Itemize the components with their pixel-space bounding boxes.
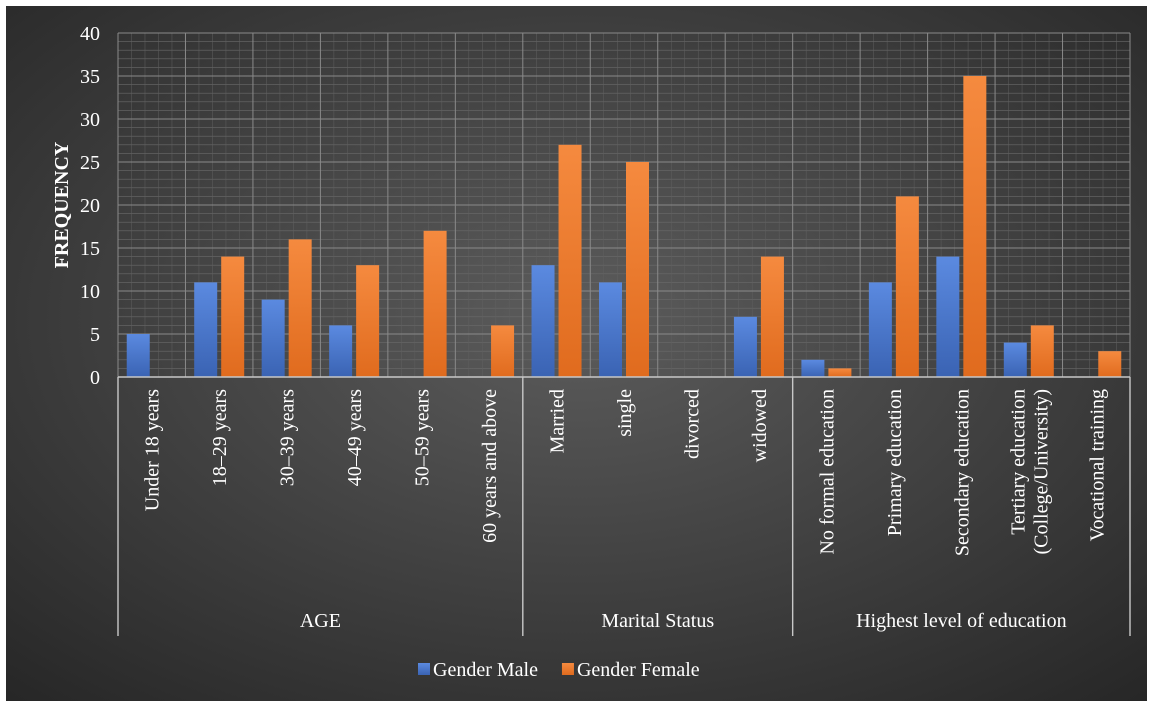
x-tick-label: Tertiary education [1007, 389, 1029, 535]
y-tick-label: 0 [90, 367, 100, 389]
bar-gender-male-3 [329, 325, 353, 377]
x-tick-label: Vocational training [1086, 389, 1108, 541]
x-tick-label: 50–59 years [412, 389, 434, 486]
x-tick-label: 40–49 years [344, 389, 366, 486]
bar-gender-male-11 [868, 282, 892, 377]
bar-gender-male-6 [531, 265, 555, 377]
x-tick-label: Primary education [884, 389, 906, 536]
y-tick-label: 15 [80, 238, 100, 260]
x-tick-label: 60 years and above [479, 389, 501, 543]
axes: 0 5 10 15 20 25 30 35 40 Under 18 years 18–29 year… [80, 23, 1131, 636]
bar-gender-female-12 [963, 76, 987, 377]
bar-gender-female-9 [760, 256, 784, 377]
legend-label-gender-female: Gender Female [577, 659, 700, 681]
legend-label-gender-male: Gender Male [433, 659, 538, 681]
legend: Gender Male Gender Female [418, 659, 700, 681]
bars [126, 76, 1122, 377]
x-tick-label: divorced [681, 389, 703, 459]
y-tick-label: 10 [80, 281, 100, 303]
bar-gender-female-1 [221, 256, 245, 377]
legend-swatch-gender-female [561, 663, 574, 675]
bar-gender-female-6 [558, 144, 582, 377]
y-tick-label: 40 [80, 23, 100, 45]
bar-gender-female-5 [491, 325, 515, 377]
y-tick-label: 30 [80, 109, 100, 131]
bar-gender-male-13 [1003, 342, 1027, 377]
x-tick-label: Under 18 years [142, 389, 164, 511]
bar-gender-female-7 [626, 162, 649, 377]
bar-gender-male-2 [261, 299, 285, 377]
bar-gender-female-13 [1030, 325, 1054, 377]
bar-gender-male-9 [733, 316, 757, 377]
y-tick-label: 20 [80, 195, 100, 217]
y-tick-label: 35 [80, 66, 100, 88]
group-label: Highest level of education [856, 610, 1067, 632]
legend-swatch-gender-male [418, 663, 430, 675]
bar-gender-male-7 [599, 282, 622, 377]
bar-gender-female-4 [423, 230, 447, 377]
x-tick-label: No formal education [816, 389, 838, 555]
group-label: Marital Status [601, 610, 714, 632]
x-tick-label: Married [547, 389, 569, 453]
x-tick-label: 18–29 years [209, 389, 231, 486]
x-tick-label: widowed [749, 389, 771, 462]
gridlines [117, 32, 1131, 377]
bar-gender-male-12 [936, 256, 960, 377]
bar-gender-female-10 [828, 368, 852, 377]
y-tick-label: 5 [90, 324, 100, 346]
x-tick-label: Secondary education [951, 389, 973, 556]
y-axis-title: FREQUENCY [51, 141, 73, 268]
bar-gender-male-10 [801, 359, 825, 377]
x-tick-label: 30–39 years [277, 389, 299, 486]
group-label: AGE [300, 610, 341, 632]
bar-gender-male-1 [194, 282, 218, 377]
x-tick-label: single [614, 389, 636, 437]
bar-gender-female-11 [895, 196, 919, 377]
y-tick-label: 25 [80, 152, 100, 174]
x-tick-label: (College/University) [1030, 389, 1052, 555]
bar-gender-female-14 [1098, 351, 1122, 377]
bar-gender-male-0 [126, 334, 150, 377]
bar-gender-female-3 [356, 265, 380, 377]
bar-gender-female-2 [288, 239, 312, 377]
